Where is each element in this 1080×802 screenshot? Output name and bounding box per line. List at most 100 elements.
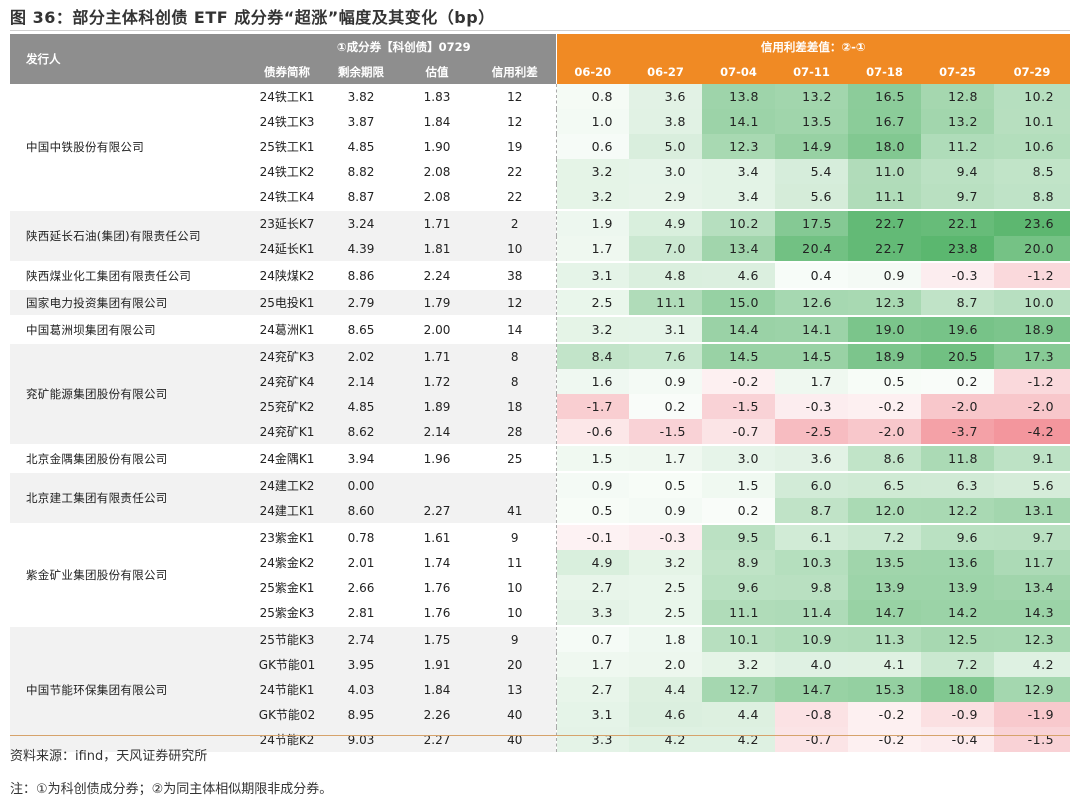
spread-diff-cell: 19.6 bbox=[921, 315, 994, 343]
spread-diff-cell: 23.6 bbox=[994, 209, 1071, 236]
spread-diff-cell: 8.7 bbox=[921, 288, 994, 316]
spread-diff-cell: 6.1 bbox=[775, 523, 848, 550]
valuation: 1.91 bbox=[400, 652, 474, 677]
col-header-date: 07-25 bbox=[921, 59, 994, 84]
valuation: 1.83 bbox=[423, 89, 451, 104]
issuer-name: 紫金矿业集团股份有限公司 bbox=[10, 523, 252, 626]
spread-diff-cell: 12.6 bbox=[775, 288, 848, 316]
credit-spread bbox=[474, 471, 557, 498]
spread-diff-cell: 14.7 bbox=[775, 677, 848, 702]
spread-diff-cell: 3.3 bbox=[556, 600, 629, 626]
bond-name: 24陕煤K2 bbox=[252, 261, 322, 289]
remaining-term: 8.62 bbox=[322, 419, 400, 445]
spread-diff-cell: 0.5 bbox=[556, 498, 629, 524]
spread-diff-cell: 11.2 bbox=[921, 134, 994, 159]
remaining-term: 8.82 bbox=[347, 164, 375, 179]
spread-diff-cell: -0.3 bbox=[629, 523, 702, 550]
spread-diff-cell: 2.7 bbox=[556, 575, 629, 600]
spread-diff-cell: 3.2 bbox=[556, 159, 629, 184]
spread-diff-cell: 5.6 bbox=[994, 471, 1071, 498]
spread-diff-cell: 9.6 bbox=[702, 575, 775, 600]
spread-diff-cell: 7.0 bbox=[629, 236, 702, 262]
table-row: 24铁工K3 3.87 1.84 12 1.0 3.8 14.1 13.5 16.7 13.2 10… bbox=[10, 109, 1071, 134]
spread-diff-cell: 2.7 bbox=[556, 677, 629, 702]
spread-diff-cell: 4.2 bbox=[702, 727, 775, 752]
spread-diff-cell: 3.8 bbox=[629, 109, 702, 134]
bond-name: 24紫金K2 bbox=[259, 556, 315, 570]
spread-diff-cell: 11.4 bbox=[775, 600, 848, 626]
spread-diff-cell: 1.7 bbox=[629, 444, 702, 472]
spread-diff-cell: 14.4 bbox=[702, 315, 775, 343]
spread-diff-cell: 3.3 bbox=[556, 727, 629, 752]
credit-spread: 9 bbox=[474, 523, 557, 550]
table-row: 25紫金K1 2.66 1.76 10 2.7 2.5 9.6 9.8 13.9 13.9 13.4 bbox=[10, 575, 1071, 600]
spread-diff-cell: 9.6 bbox=[921, 523, 994, 550]
table-row: 25兖矿K2 4.85 1.89 18 -1.7 0.2 -1.5 -0.3 -0.2 -2.0-… bbox=[10, 394, 1071, 419]
spread-diff-cell: 1.5 bbox=[556, 444, 629, 472]
remaining-term: 2.74 bbox=[322, 625, 400, 652]
spread-diff-cell: -1.5 bbox=[994, 727, 1071, 752]
credit-spread: 40 bbox=[474, 702, 557, 727]
spread-diff-cell: 14.9 bbox=[775, 134, 848, 159]
spread-diff-cell: 3.4 bbox=[702, 159, 775, 184]
spread-diff-cell: 3.2 bbox=[629, 550, 702, 575]
valuation: 1.90 bbox=[423, 139, 451, 154]
spread-diff-cell: 4.1 bbox=[848, 652, 921, 677]
valuation: 2.27 bbox=[400, 498, 474, 524]
credit-spread: 22 bbox=[474, 184, 557, 210]
spread-diff-cell: 2.9 bbox=[629, 184, 702, 210]
spread-diff-cell: 2.0 bbox=[629, 652, 702, 677]
spread-diff-cell: 17.3 bbox=[994, 342, 1071, 369]
table-row: 25铁工K1 4.85 1.90 19 0.6 5.0 12.3 14.9 18.0 11.2 10… bbox=[10, 134, 1071, 159]
remaining-term: 3.24 bbox=[322, 209, 400, 236]
spread-diff-cell: 19.0 bbox=[848, 315, 921, 343]
spread-diff-cell: 0.4 bbox=[775, 261, 848, 289]
spread-diff-cell: 8.5 bbox=[994, 159, 1071, 184]
footer-divider bbox=[10, 735, 1070, 736]
spread-diff-cell: 8.8 bbox=[994, 184, 1071, 210]
remaining-term: 0.00 bbox=[322, 471, 400, 498]
table-row: 中国节能环保集团有限公司 25节能K3 2.74 1.75 9 0.7 1.8 10.1 10.… bbox=[10, 625, 1071, 752]
spread-diff-cell: 0.6 bbox=[556, 134, 629, 159]
spread-diff-cell: 9.7 bbox=[994, 523, 1071, 550]
bond-name: 24节能K1 bbox=[252, 677, 322, 702]
table-row: 24建工K1 8.60 2.27 41 0.5 0.9 0.2 8.7 12.0 12.2 13.1 bbox=[10, 498, 1071, 524]
spread-diff-cell: 3.0 bbox=[702, 444, 775, 472]
remaining-term: 8.60 bbox=[322, 498, 400, 524]
valuation: 1.75 bbox=[400, 625, 474, 652]
bond-name: GK节能02 bbox=[252, 702, 322, 727]
bond-name: 25紫金K1 bbox=[259, 581, 315, 595]
spread-diff-cell: -4.2 bbox=[994, 419, 1071, 445]
spread-diff-cell: 11.3 bbox=[848, 625, 921, 652]
spread-diff-cell: -0.3 bbox=[775, 394, 848, 419]
remaining-term: 2.01 bbox=[347, 555, 375, 570]
spread-diff-cell: 9.7 bbox=[921, 184, 994, 210]
spread-diff-cell: 6.0 bbox=[775, 471, 848, 498]
spread-diff-cell: 3.6 bbox=[775, 444, 848, 472]
spread-diff-cell: 3.1 bbox=[556, 702, 629, 727]
spread-diff-cell: -1.5 bbox=[629, 419, 702, 445]
spread-diff-cell: 1.7 bbox=[775, 369, 848, 394]
spread-diff-cell: 7.6 bbox=[629, 342, 702, 369]
spread-diff-cell: 0.9 bbox=[848, 261, 921, 289]
spread-diff-cell: 4.2 bbox=[994, 652, 1071, 677]
header-row-columns: 债券简称 剩余期限 估值 信用利差 06-20 06-27 07-04 07-1… bbox=[10, 59, 1071, 84]
spread-diff-cell: 12.5 bbox=[921, 625, 994, 652]
table-row: 陕西煤业化工集团有限责任公司 24陕煤K2 8.86 2.24 38 3.1 4.8 4.6 0… bbox=[10, 261, 1071, 289]
bond-name: 24铁工K3 bbox=[259, 115, 315, 129]
spread-diff-cell: 3.1 bbox=[556, 261, 629, 289]
spread-diff-cell: 11.1 bbox=[629, 288, 702, 316]
spread-diff-cell: 9.8 bbox=[775, 575, 848, 600]
spread-diff-cell: 0.5 bbox=[629, 471, 702, 498]
spread-diff-cell: -0.1 bbox=[556, 523, 629, 550]
spread-diff-cell: 1.6 bbox=[556, 369, 629, 394]
credit-spread: 14 bbox=[474, 315, 557, 343]
spread-diff-cell: 18.0 bbox=[921, 677, 994, 702]
spread-diff-cell: 2.5 bbox=[629, 575, 702, 600]
table-row: 北京金隅集团股份有限公司 24金隅K1 3.94 1.96 25 1.5 1.7 3.0 3.6… bbox=[10, 444, 1071, 472]
spread-diff-cell: 6.3 bbox=[921, 471, 994, 498]
issuer-name: 中国中铁股份有限公司 bbox=[10, 84, 252, 210]
spread-diff-cell: -0.6 bbox=[556, 419, 629, 445]
bond-name: 24建工K1 bbox=[252, 498, 322, 524]
table-row: 紫金矿业集团股份有限公司 23紫金K1 0.78 1.61 9 -0.1 -0.3 9.5 6.… bbox=[10, 523, 1071, 626]
